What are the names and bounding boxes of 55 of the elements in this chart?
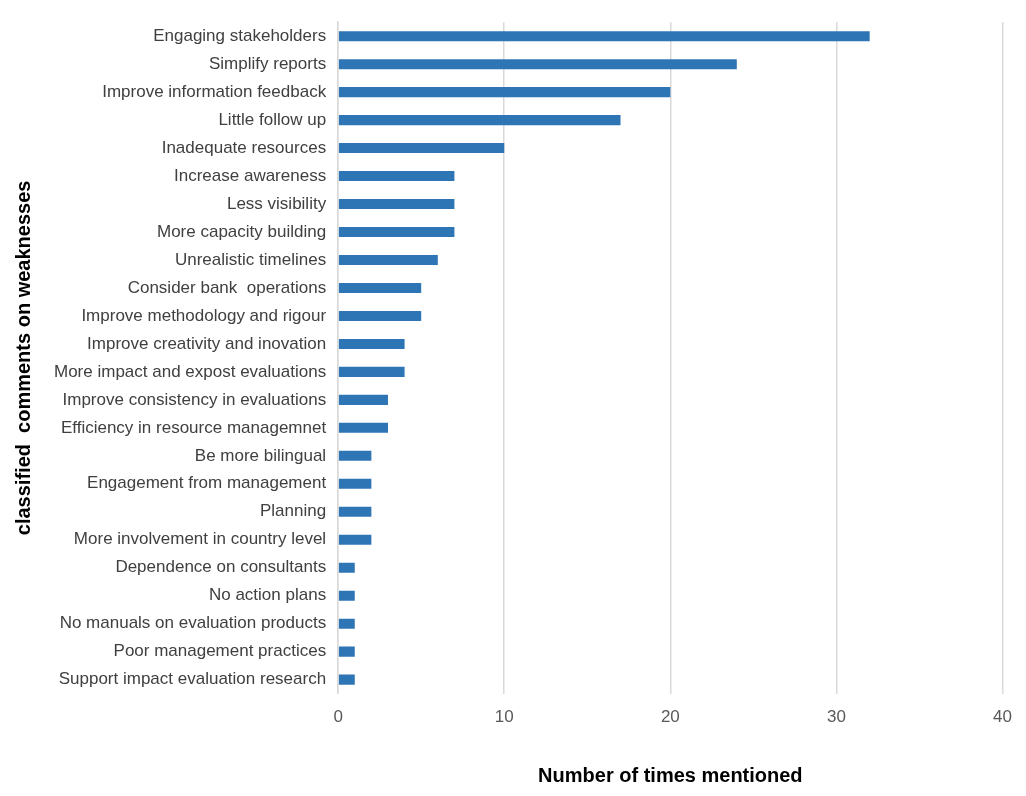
y-tick-label: Consider bank operations [127, 277, 327, 297]
y-tick-label: Inadequate resources [161, 137, 327, 157]
y-tick-label: Simplify reports [209, 53, 327, 73]
bar [338, 254, 438, 266]
y-tick-label: Be more bilingual [194, 445, 327, 465]
x-tick-label: 10 [494, 707, 514, 727]
y-tick-label: Dependence on consultants [115, 557, 327, 577]
y-tick-label: Unrealistic timelines [174, 249, 327, 269]
y-tick-label: Increase awareness [174, 165, 327, 185]
bar [338, 422, 388, 433]
bar [338, 534, 372, 545]
y-tick-label: Improve creativity and inovation [87, 333, 327, 353]
y-tick-label: More impact and expost evaluations [53, 361, 327, 381]
y-tick-label: Efficiency in resource managemnet [60, 417, 327, 437]
bar [338, 199, 455, 210]
bar [338, 506, 372, 517]
bar [338, 338, 405, 349]
bar [338, 646, 355, 657]
y-tick-label: No manuals on evaluation products [59, 613, 327, 633]
bar [338, 282, 422, 293]
bar [338, 450, 372, 461]
y-tick-label: More capacity building [156, 221, 327, 241]
bar [338, 143, 505, 154]
y-tick-label: Little follow up [218, 109, 327, 129]
y-tick-label: Engaging stakeholders [153, 25, 327, 45]
bar [338, 171, 455, 182]
bar [338, 590, 355, 601]
y-tick-label: Improve information feedback [102, 81, 327, 101]
y-tick-label: No action plans [208, 585, 327, 605]
x-axis-title: Number of times mentioned [538, 763, 803, 786]
bar [338, 115, 621, 126]
y-tick-label: More involvement in country level [73, 529, 327, 549]
y-tick-label: Improve consistency in evaluations [62, 389, 327, 409]
y-axis-title: classified comments on weaknesses [11, 180, 34, 536]
bar [338, 87, 671, 98]
x-tick-label: 30 [826, 707, 846, 727]
bar [338, 31, 870, 42]
bar [338, 674, 355, 685]
y-tick-label: Poor management practices [113, 641, 327, 661]
bar [338, 226, 455, 238]
y-tick-label: Engagement from management [87, 473, 327, 493]
bar [338, 562, 355, 573]
y-tick-label: Support impact evaluation research [58, 669, 327, 689]
y-tick-label: Improve methodology and rigour [81, 305, 327, 325]
x-tick-label: 0 [333, 707, 343, 727]
y-tick-label: Planning [259, 501, 327, 521]
bar [338, 618, 355, 629]
y-tick-label: Less visibility [226, 193, 327, 213]
x-tick-label: 40 [993, 707, 1013, 727]
x-tick-label: 20 [660, 707, 680, 727]
bar [338, 310, 422, 321]
bar [338, 478, 372, 489]
bar [338, 59, 737, 70]
bar [338, 366, 405, 377]
bar [338, 394, 388, 405]
